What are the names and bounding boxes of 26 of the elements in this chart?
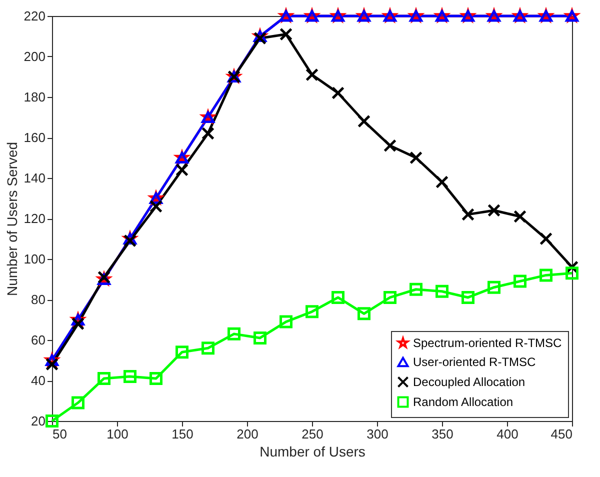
x-tick-label: 250 [302, 426, 324, 442]
x-tick-label: 300 [366, 426, 388, 442]
y-tick-label: 160 [24, 130, 46, 145]
legend-label: Decoupled Allocation [413, 375, 526, 389]
y-tick-label: 60 [31, 332, 46, 348]
y-tick-label: 20 [31, 414, 46, 428]
y-axis-title: Number of Users Served [4, 142, 20, 296]
y-tick-label: 180 [24, 90, 46, 104]
legend-label: User-oriented R-TMSC [413, 355, 536, 369]
legend-label: Random Allocation [413, 395, 514, 409]
x-tick-label: 350 [432, 426, 454, 442]
y-tick-label: 140 [24, 170, 46, 186]
x-tick-label: 100 [106, 426, 128, 442]
y-tick-label: 100 [24, 252, 46, 266]
x-tick-label: 50 [52, 426, 67, 442]
y-tick-label: 40 [31, 373, 46, 388]
y-tick-label: 120 [24, 211, 46, 226]
legend-label: Spectrum-oriented R-TMSC [413, 336, 562, 350]
y-tick-label: 220 [24, 8, 46, 24]
x-tick-label: 150 [172, 426, 194, 442]
y-tick-label: 200 [24, 49, 46, 64]
x-tick-label: 200 [236, 426, 258, 442]
x-tick-label: 450 [550, 426, 572, 442]
x-axis-title: Number of Users [260, 444, 366, 460]
y-tick-label: 80 [31, 292, 46, 307]
x-tick-label: 400 [496, 426, 518, 442]
